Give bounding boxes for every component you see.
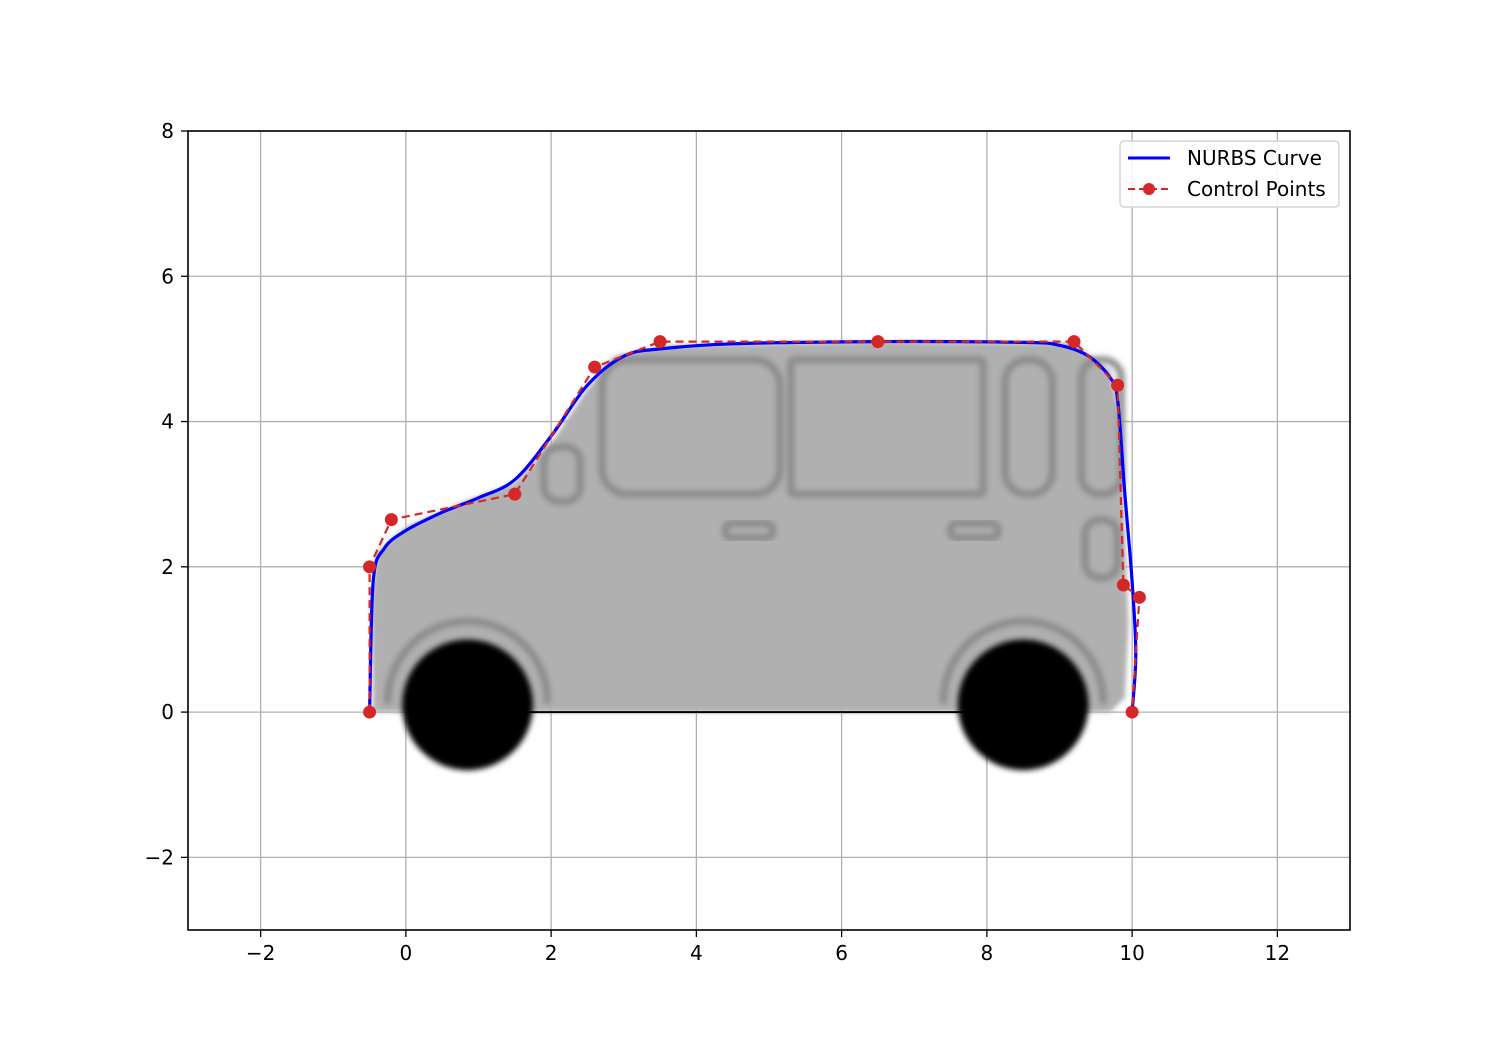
y-tick-label: 2 [161, 555, 174, 579]
legend-marker-control-points [1143, 183, 1155, 195]
car-silhouette-image [371, 341, 1129, 771]
car-rear-wheel [957, 639, 1089, 771]
legend: NURBS Curve Control Points [1119, 140, 1340, 208]
car-rear-wheel-arch [939, 618, 1107, 705]
control-point-marker [1116, 578, 1130, 592]
control-point-marker [653, 335, 667, 349]
car-front-wheel-arch [384, 617, 551, 705]
x-tick-label: 4 [690, 941, 703, 965]
axis-ticks: −2 0 2 4 6 8 10 12 −2 0 2 4 6 8 [145, 119, 1291, 965]
control-point-marker [508, 487, 522, 501]
control-point-marker [363, 560, 377, 574]
plot-frame [187, 130, 1351, 931]
y-tick-label: −2 [145, 845, 174, 869]
x-tick-label: −2 [246, 941, 275, 965]
nurbs-curve-line [367, 339, 1138, 713]
car-front-window [598, 356, 784, 498]
car-side-mirror [540, 443, 584, 505]
car-rear-quarter-window [1001, 356, 1056, 498]
control-point-marker [1067, 335, 1081, 349]
car-tail-light [1081, 516, 1122, 582]
control-point-marker [1132, 590, 1146, 604]
control-point-marker [1125, 705, 1139, 719]
series-layer [363, 335, 1146, 719]
car-front-door-handle [721, 519, 777, 542]
y-tick-label: 0 [161, 700, 174, 724]
legend-box [1119, 140, 1340, 208]
x-tick-label: 2 [545, 941, 558, 965]
legend-label-control-points: Control Points [1187, 177, 1326, 201]
x-tick-label: 6 [835, 941, 848, 965]
y-tick-label: 8 [161, 119, 174, 143]
x-tick-label: 8 [981, 941, 994, 965]
car-rear-door-handle [947, 519, 1002, 542]
control-point-marker [363, 705, 377, 719]
x-tick-label: 12 [1265, 941, 1290, 965]
control-point-marker [1111, 378, 1125, 392]
car-middle-window [787, 356, 987, 498]
car-front-wheel [402, 639, 533, 771]
control-point-marker [588, 360, 602, 374]
x-tick-label: 10 [1119, 941, 1144, 965]
y-tick-label: 6 [161, 264, 174, 288]
x-tick-label: 0 [400, 941, 413, 965]
control-point-marker [871, 335, 885, 349]
car-body [371, 341, 1129, 713]
control-point-marker [384, 513, 398, 527]
y-tick-label: 4 [161, 410, 174, 434]
legend-label-nurbs: NURBS Curve [1187, 146, 1322, 170]
